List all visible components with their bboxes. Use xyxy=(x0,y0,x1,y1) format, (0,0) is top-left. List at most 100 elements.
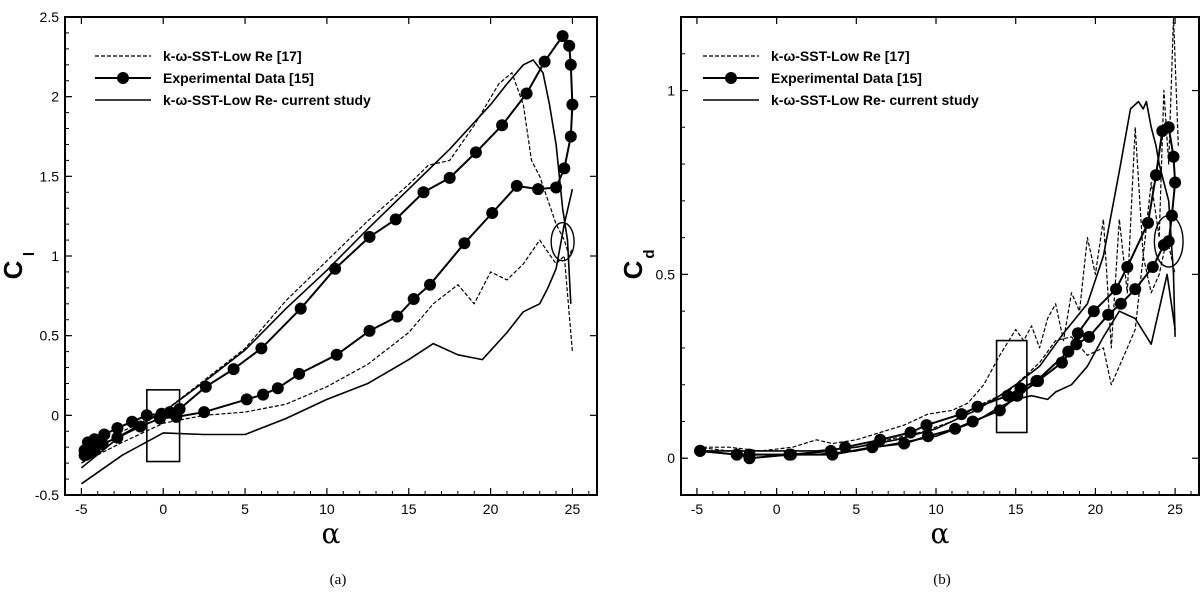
data-point xyxy=(556,30,569,43)
x-tick-label: 5 xyxy=(852,501,860,517)
data-point xyxy=(1062,345,1075,358)
x-tick-label: 10 xyxy=(928,501,944,517)
data-point xyxy=(826,448,839,461)
panel-caption: (b) xyxy=(933,572,951,588)
data-point xyxy=(198,406,211,419)
legend-marker xyxy=(725,72,737,84)
data-point xyxy=(538,55,551,68)
data-point xyxy=(294,302,307,315)
data-point xyxy=(443,171,456,184)
y-axis-label: C xyxy=(0,260,28,279)
data-point xyxy=(1142,216,1154,229)
data-point xyxy=(363,230,376,243)
data-point xyxy=(170,410,183,423)
data-point xyxy=(1071,327,1084,340)
data-point xyxy=(1070,338,1083,351)
data-point xyxy=(564,130,577,143)
highlight-rectangle xyxy=(995,339,1028,434)
series-line xyxy=(80,59,572,469)
x-tick-label: 5 xyxy=(241,501,249,517)
data-point xyxy=(389,213,402,226)
y-tick-label: 0.5 xyxy=(656,266,676,282)
x-axis-label: α xyxy=(931,517,950,550)
data-point xyxy=(486,207,499,219)
x-tick-label: -5 xyxy=(75,501,88,517)
panel-caption: (a) xyxy=(330,572,347,588)
data-point xyxy=(257,388,270,401)
data-point xyxy=(96,438,109,450)
data-point xyxy=(971,400,984,413)
series-line xyxy=(696,17,1179,452)
data-point xyxy=(1129,283,1142,296)
data-point xyxy=(98,428,111,441)
series-line xyxy=(699,126,1177,460)
data-point xyxy=(363,324,376,337)
plot-area xyxy=(694,17,1184,465)
data-point xyxy=(1162,121,1175,134)
data-point xyxy=(329,262,342,275)
legend-label: k-ω-SST-Low Re- current study xyxy=(163,92,371,108)
data-point xyxy=(1114,297,1127,310)
data-point xyxy=(255,342,268,355)
data-point xyxy=(1102,308,1115,321)
data-point xyxy=(271,382,284,395)
y-tick-label: 0 xyxy=(51,407,59,423)
x-tick-label: 25 xyxy=(1167,501,1183,517)
highlight-rectangle xyxy=(146,389,181,463)
plot-frame xyxy=(680,16,1200,496)
data-point xyxy=(510,179,523,192)
data-point xyxy=(424,278,436,291)
legend-label: k-ω-SST-Low Re [17] xyxy=(163,48,302,64)
data-point xyxy=(563,39,576,52)
data-point xyxy=(417,186,430,199)
data-point xyxy=(532,183,545,196)
legend-marker xyxy=(117,72,129,84)
legend-label: k-ω-SST-Low Re- current study xyxy=(771,92,979,108)
data-point xyxy=(1055,356,1068,369)
data-point xyxy=(1087,305,1100,318)
data-point xyxy=(391,310,404,323)
x-tick-label: 15 xyxy=(1008,501,1024,517)
data-point xyxy=(1083,330,1095,343)
data-point xyxy=(1032,375,1044,387)
y-tick-label: 1.5 xyxy=(40,168,60,184)
data-point xyxy=(550,181,563,194)
data-point xyxy=(566,98,579,111)
x-axis-label: α xyxy=(322,517,341,550)
x-tick-label: 0 xyxy=(159,501,167,517)
data-point xyxy=(922,430,934,443)
y-tick-label: -0.5 xyxy=(35,487,59,503)
x-tick-label: 20 xyxy=(1088,501,1104,517)
y-tick-label: 0 xyxy=(667,450,675,466)
y-axis-label-subscript: d xyxy=(641,249,658,258)
plot-area xyxy=(78,30,579,485)
data-point xyxy=(558,162,571,175)
y-tick-label: 2.5 xyxy=(40,9,60,25)
data-point xyxy=(1121,261,1134,273)
data-point xyxy=(1169,176,1182,189)
x-tick-label: 10 xyxy=(319,501,335,517)
data-point xyxy=(1110,283,1123,296)
legend-label: k-ω-SST-Low Re [17] xyxy=(771,48,910,64)
y-tick-label: 1 xyxy=(51,248,59,264)
x-tick-label: 15 xyxy=(401,501,417,517)
data-point xyxy=(1157,239,1170,251)
data-point xyxy=(955,408,968,421)
data-point xyxy=(920,419,933,432)
data-point xyxy=(227,363,240,376)
y-axis-label: C xyxy=(618,260,648,279)
data-point xyxy=(330,348,343,361)
highlight-circle xyxy=(1153,214,1184,268)
x-tick-label: 25 xyxy=(565,501,581,517)
data-point xyxy=(898,437,911,450)
data-point xyxy=(469,146,482,159)
legend-label: Experimental Data [15] xyxy=(771,70,922,86)
data-point xyxy=(1146,261,1159,273)
data-point xyxy=(293,367,306,380)
data-point xyxy=(111,422,124,435)
data-point xyxy=(520,87,533,100)
highlight-circle xyxy=(550,221,575,262)
series-line xyxy=(80,188,574,485)
data-point xyxy=(458,237,471,250)
